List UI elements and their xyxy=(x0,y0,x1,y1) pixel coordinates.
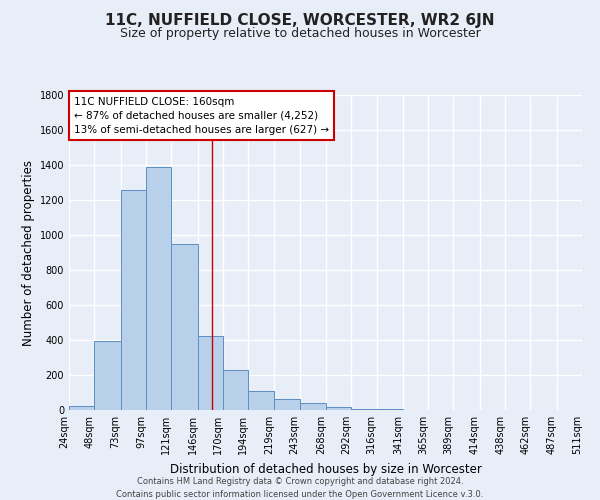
Bar xyxy=(171,244,197,410)
Bar xyxy=(121,190,146,410)
Text: 11C, NUFFIELD CLOSE, WORCESTER, WR2 6JN: 11C, NUFFIELD CLOSE, WORCESTER, WR2 6JN xyxy=(105,12,495,28)
Text: Contains public sector information licensed under the Open Government Licence v.: Contains public sector information licen… xyxy=(116,490,484,499)
Bar xyxy=(274,398,299,410)
Bar xyxy=(377,409,403,410)
Y-axis label: Number of detached properties: Number of detached properties xyxy=(22,160,35,346)
X-axis label: Distribution of detached houses by size in Worcester: Distribution of detached houses by size … xyxy=(170,462,481,475)
Bar xyxy=(352,409,377,410)
Text: Size of property relative to detached houses in Worcester: Size of property relative to detached ho… xyxy=(119,28,481,40)
Bar xyxy=(94,341,121,410)
Bar xyxy=(146,167,171,410)
Bar xyxy=(248,391,274,410)
Bar xyxy=(326,408,352,410)
Text: 11C NUFFIELD CLOSE: 160sqm
← 87% of detached houses are smaller (4,252)
13% of s: 11C NUFFIELD CLOSE: 160sqm ← 87% of deta… xyxy=(74,96,329,134)
Bar xyxy=(299,403,326,410)
Bar xyxy=(223,370,248,410)
Text: Contains HM Land Registry data © Crown copyright and database right 2024.: Contains HM Land Registry data © Crown c… xyxy=(137,478,463,486)
Bar xyxy=(197,336,223,410)
Bar xyxy=(69,406,94,410)
